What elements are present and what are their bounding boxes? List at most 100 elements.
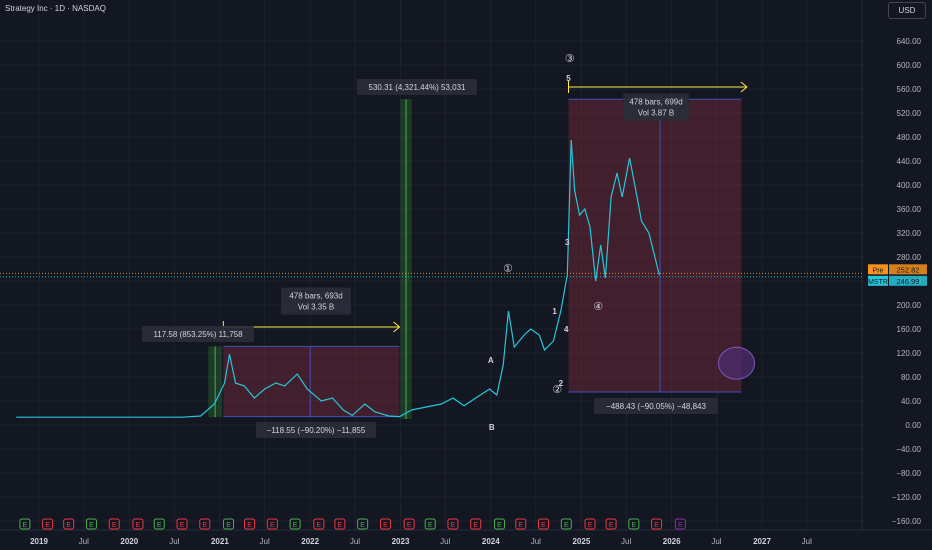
earnings-marker-box	[560, 518, 572, 530]
x-tick-label: Jul	[621, 537, 631, 546]
earnings-marker: E	[334, 518, 346, 530]
wave-label-5: 5	[566, 74, 571, 83]
earnings-marker: E	[313, 518, 325, 530]
earnings-marker: E	[42, 518, 54, 530]
earnings-marker-box	[289, 518, 301, 530]
earnings-marker-box	[223, 518, 235, 530]
price-badges: Pre 252.82 MSTR 246.99	[868, 264, 927, 286]
drawdown-label-2021: −118.55 (−90.20%) −11,855	[256, 422, 376, 438]
earnings-marker: E	[108, 518, 120, 530]
earnings-marker: E	[674, 518, 686, 530]
earnings-marker-box	[42, 518, 54, 530]
wave-label-a: A	[488, 356, 494, 365]
x-tick-label: 2019	[30, 537, 48, 546]
earnings-marker-box	[538, 518, 550, 530]
earnings-marker-label: E	[428, 522, 433, 529]
earnings-marker: E	[493, 518, 505, 530]
earnings-marker: E	[153, 518, 165, 530]
measure-label-2023: 530.31 (4,321.44%) 53,031	[357, 79, 477, 95]
y-tick-label: 280.00	[897, 253, 922, 262]
measure-label-2021: 117.58 (853.25%) 11,758	[142, 326, 254, 342]
earnings-marker-label: E	[270, 522, 275, 529]
label-text: 478 bars, 699d	[629, 98, 682, 107]
earnings-marker-label: E	[66, 522, 71, 529]
earnings-marker: E	[584, 518, 596, 530]
label-box	[281, 287, 351, 315]
y-tick-label: −40.00	[896, 445, 921, 454]
range-zone-2025	[568, 99, 742, 392]
x-tick-label: 2020	[120, 537, 138, 546]
earnings-marker: E	[176, 518, 188, 530]
y-tick-label: 160.00	[897, 325, 922, 334]
earnings-marker-box	[584, 518, 596, 530]
label-text: 478 bars, 693d	[289, 292, 342, 301]
label-text: −118.55 (−90.20%) −11,855	[267, 426, 366, 435]
x-tick-label: 2027	[753, 537, 771, 546]
earnings-marker: E	[223, 518, 235, 530]
label-text: 530.31 (4,321.44%) 53,031	[369, 83, 467, 92]
badge-value: 246.99	[897, 277, 920, 286]
y-tick-label: 560.00	[897, 85, 922, 94]
earnings-marker-label: E	[609, 522, 614, 529]
range-label-2025: 478 bars, 699d Vol 3.87 B	[623, 93, 689, 121]
badge-value: 252.82	[897, 265, 920, 274]
earnings-marker-label: E	[157, 522, 162, 529]
earnings-marker-label: E	[202, 522, 207, 529]
badge-tag	[868, 264, 888, 275]
earnings-marker-label: E	[473, 522, 478, 529]
y-tick-label: −80.00	[896, 469, 921, 478]
earnings-marker-box	[266, 518, 278, 530]
earnings-marker-box	[447, 518, 459, 530]
earnings-marker-box	[470, 518, 482, 530]
earnings-marker-box	[628, 518, 640, 530]
earnings-marker-label: E	[497, 522, 502, 529]
earnings-marker-box	[424, 518, 436, 530]
earnings-marker-label: E	[293, 522, 298, 529]
earnings-marker-label: E	[226, 522, 231, 529]
series-line-mstr	[16, 139, 660, 418]
y-tick-label: 640.00	[897, 37, 922, 46]
earnings-marker: E	[19, 518, 31, 530]
earnings-marker-label: E	[180, 522, 185, 529]
earnings-marker: E	[289, 518, 301, 530]
x-tick-label: Jul	[440, 537, 450, 546]
y-tick-label: 200.00	[897, 301, 922, 310]
range-zone-2021	[223, 346, 400, 417]
wave-label-3: 3	[565, 238, 570, 247]
earnings-marker: E	[379, 518, 391, 530]
label-text: Vol 3.87 B	[638, 109, 674, 118]
duration-arrow-2025	[568, 81, 748, 93]
circled-wave-label: ③	[565, 52, 575, 65]
x-tick-label: Jul	[350, 537, 360, 546]
badge-tag	[868, 275, 888, 286]
label-text: −488.43 (−90.05%) −48,843	[606, 402, 706, 411]
earnings-marker-label: E	[564, 522, 569, 529]
y-tick-label: 480.00	[897, 133, 922, 142]
earnings-marker: E	[515, 518, 527, 530]
x-tick-label: Jul	[260, 537, 270, 546]
earnings-marker: E	[357, 518, 369, 530]
x-tick-label: 2024	[482, 537, 500, 546]
y-tick-label: 440.00	[897, 157, 922, 166]
earnings-marker-box	[19, 518, 31, 530]
pre-price-badge: Pre 252.82	[868, 264, 927, 275]
label-box	[256, 422, 376, 438]
earnings-marker-label: E	[541, 522, 546, 529]
earnings-marker-label: E	[678, 522, 683, 529]
earnings-marker: E	[266, 518, 278, 530]
earnings-marker-label: E	[317, 522, 322, 529]
earnings-marker-label: E	[588, 522, 593, 529]
arrow-head	[740, 81, 748, 93]
mstr-price-badge: MSTR 246.99	[868, 275, 927, 286]
currency-button[interactable]: USD	[888, 2, 926, 19]
earnings-marker-box	[651, 518, 663, 530]
chart-title: Strategy Inc · 1D · NASDAQ	[5, 4, 106, 13]
earnings-marker-box	[605, 518, 617, 530]
range-label-2021: 478 bars, 693d Vol 3.35 B	[281, 287, 351, 315]
earnings-marker-box	[674, 518, 686, 530]
earnings-marker-box	[176, 518, 188, 530]
earnings-marker-box	[313, 518, 325, 530]
earnings-marker: E	[538, 518, 550, 530]
earnings-marker: E	[447, 518, 459, 530]
